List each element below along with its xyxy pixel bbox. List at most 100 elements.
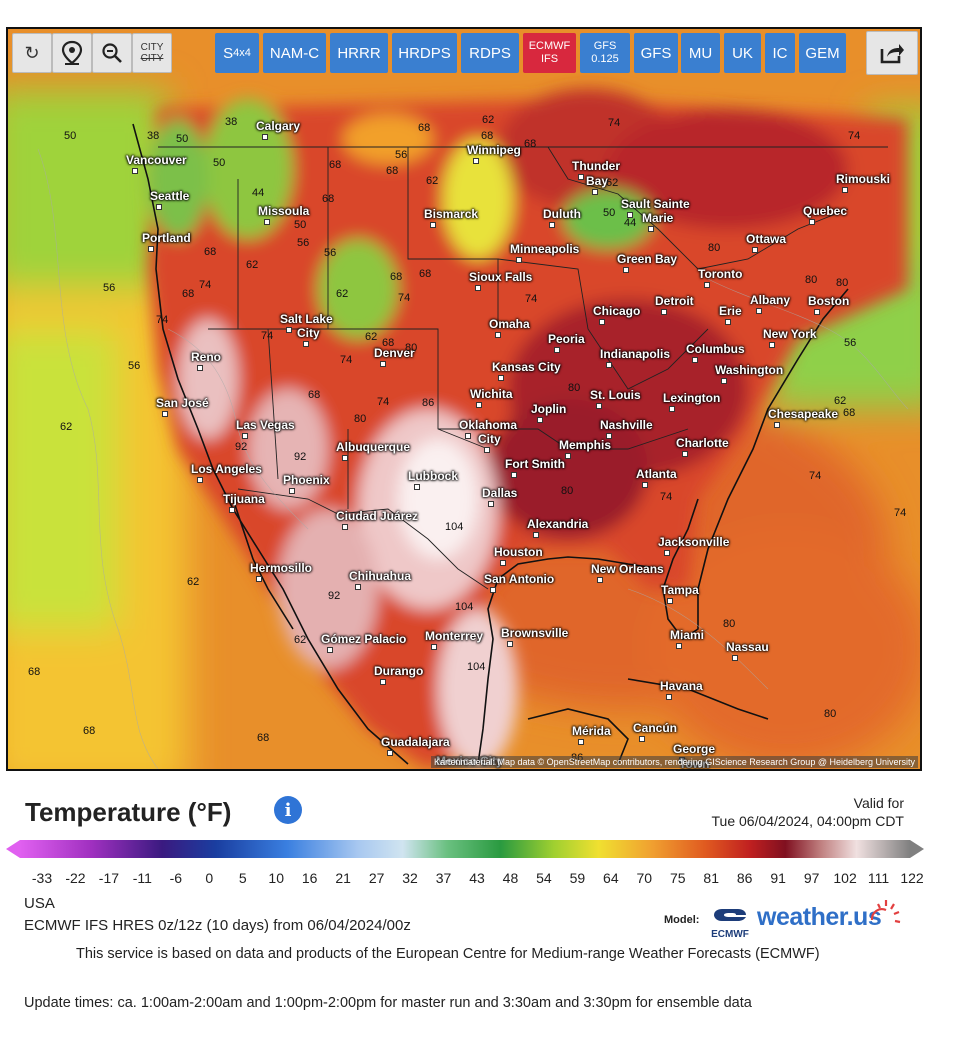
share-button[interactable] <box>866 31 918 75</box>
city-label[interactable]: Marie <box>642 211 674 225</box>
city-label[interactable]: Miami <box>670 628 705 642</box>
city-label[interactable]: Guadalajara <box>381 735 450 749</box>
city-label[interactable]: Duluth <box>543 207 581 221</box>
model-button-7[interactable]: GFS <box>634 33 678 73</box>
city-label[interactable]: Missoula <box>258 204 310 218</box>
city-label[interactable]: Seattle <box>150 189 190 203</box>
city-label[interactable]: Wichita <box>470 387 513 401</box>
city-label[interactable]: Vancouver <box>126 153 187 167</box>
city-marker <box>473 158 479 164</box>
city-label[interactable]: Boston <box>808 294 850 308</box>
model-button-8[interactable]: MU <box>681 33 720 73</box>
weather-map[interactable]: Calgary Vancouver Seattle Portland Missoula W… <box>6 27 922 771</box>
scale-tick-label: -33 <box>31 870 53 886</box>
city-label[interactable]: City <box>297 326 320 340</box>
city-label[interactable]: Albany <box>750 293 791 307</box>
city-label[interactable]: Jacksonville <box>658 535 730 549</box>
city-label[interactable]: George <box>673 742 716 756</box>
city-label[interactable]: Cancún <box>633 721 678 735</box>
city-label[interactable]: San Antonio <box>484 572 555 586</box>
model-button-1[interactable]: NAM-C <box>263 33 326 73</box>
city-label[interactable]: Chicago <box>593 304 641 318</box>
city-label[interactable]: Lexington <box>663 391 721 405</box>
city-label[interactable]: Portland <box>142 231 191 245</box>
city-label[interactable]: Columbus <box>686 342 745 356</box>
temperature-value: 68 <box>28 666 41 678</box>
city-label[interactable]: Chihuahua <box>349 569 411 583</box>
city-label[interactable]: Thunder <box>572 159 620 173</box>
city-label[interactable]: Albuquerque <box>336 440 410 454</box>
city-label[interactable]: Sault Sainte <box>621 197 690 211</box>
model-button-11[interactable]: GEM <box>799 33 846 73</box>
city-label[interactable]: Memphis <box>559 438 612 452</box>
temperature-value: 68 <box>382 337 395 349</box>
city-label[interactable]: Green Bay <box>617 252 678 266</box>
city-label[interactable]: Hermosillo <box>250 561 313 575</box>
city-label[interactable]: Havana <box>660 679 703 693</box>
zoom-out-button[interactable] <box>92 33 132 73</box>
temperature-value: 56 <box>103 282 116 294</box>
city-label[interactable]: Bay <box>586 174 609 188</box>
city-label[interactable]: Calgary <box>256 119 301 133</box>
model-button-2[interactable]: HRRR <box>330 33 388 73</box>
city-label[interactable]: Nashville <box>600 418 653 432</box>
city-label[interactable]: Detroit <box>655 294 694 308</box>
model-button-6[interactable]: GFS 0.125 <box>580 33 630 73</box>
city-label[interactable]: Los Angeles <box>191 462 262 476</box>
model-button-3[interactable]: HRDPS <box>392 33 457 73</box>
city-label[interactable]: Mérida <box>572 724 611 738</box>
city-label[interactable]: Gómez Palacio <box>321 632 407 646</box>
city-label[interactable]: Rimouski <box>836 172 891 186</box>
model-button-10[interactable]: IC <box>765 33 795 73</box>
city-label[interactable]: Tampa <box>661 583 699 597</box>
city-label[interactable]: Phoenix <box>283 473 330 487</box>
city-label[interactable]: Las Vegas <box>236 418 295 432</box>
city-label[interactable]: Ottawa <box>746 232 787 246</box>
city-label[interactable]: Chesapeake <box>768 407 839 421</box>
city-label[interactable]: San José <box>156 396 209 410</box>
city-label[interactable]: Denver <box>374 346 415 360</box>
city-label[interactable]: Lubbock <box>408 469 458 483</box>
city-label[interactable]: Tijuana <box>223 492 265 506</box>
city-label[interactable]: City <box>478 432 501 446</box>
city-toggle-button[interactable]: CITY CITY <box>132 33 172 73</box>
city-label[interactable]: Atlanta <box>636 467 677 481</box>
city-label[interactable]: St. Louis <box>590 388 641 402</box>
model-button-5[interactable]: ECMWF IFS <box>523 33 576 73</box>
city-label[interactable]: Bismarck <box>424 207 479 221</box>
info-button[interactable]: i <box>274 796 302 824</box>
city-label[interactable]: Erie <box>719 304 742 318</box>
city-label[interactable]: Fort Smith <box>505 457 565 471</box>
city-label[interactable]: New York <box>763 327 817 341</box>
city-label[interactable]: Dallas <box>482 486 518 500</box>
city-label[interactable]: Alexandria <box>527 517 589 531</box>
city-label[interactable]: Oklahoma <box>459 418 518 432</box>
city-label[interactable]: New Orleans <box>591 562 664 576</box>
city-label[interactable]: Quebec <box>803 204 848 218</box>
city-label[interactable]: Indianapolis <box>600 347 671 361</box>
city-label[interactable]: Houston <box>494 545 543 559</box>
model-button-4[interactable]: RDPS <box>461 33 519 73</box>
city-label[interactable]: Monterrey <box>425 629 484 643</box>
city-label[interactable]: Durango <box>374 664 424 678</box>
refresh-button[interactable]: ↻ <box>12 33 52 73</box>
location-button[interactable] <box>52 33 92 73</box>
city-label[interactable]: Washington <box>715 363 784 377</box>
city-label[interactable]: Brownsville <box>501 626 569 640</box>
model-button-0[interactable]: S 4x4 <box>215 33 259 73</box>
city-label[interactable]: Nassau <box>726 640 769 654</box>
city-label[interactable]: Sioux Falls <box>469 270 533 284</box>
city-label[interactable]: Minneapolis <box>510 242 580 256</box>
city-label[interactable]: Peoria <box>548 332 585 346</box>
city-label[interactable]: Reno <box>191 350 221 364</box>
city-marker <box>303 341 309 347</box>
city-label[interactable]: Omaha <box>489 317 530 331</box>
city-label[interactable]: Joplin <box>531 402 567 416</box>
city-label[interactable]: Toronto <box>698 267 743 281</box>
city-label[interactable]: Kansas City <box>492 360 561 374</box>
city-label[interactable]: Salt Lake <box>280 312 333 326</box>
city-label[interactable]: Winnipeg <box>467 143 521 157</box>
model-button-9[interactable]: UK <box>724 33 761 73</box>
city-label[interactable]: Charlotte <box>676 436 729 450</box>
city-label[interactable]: Ciudad Juárez <box>336 509 419 523</box>
